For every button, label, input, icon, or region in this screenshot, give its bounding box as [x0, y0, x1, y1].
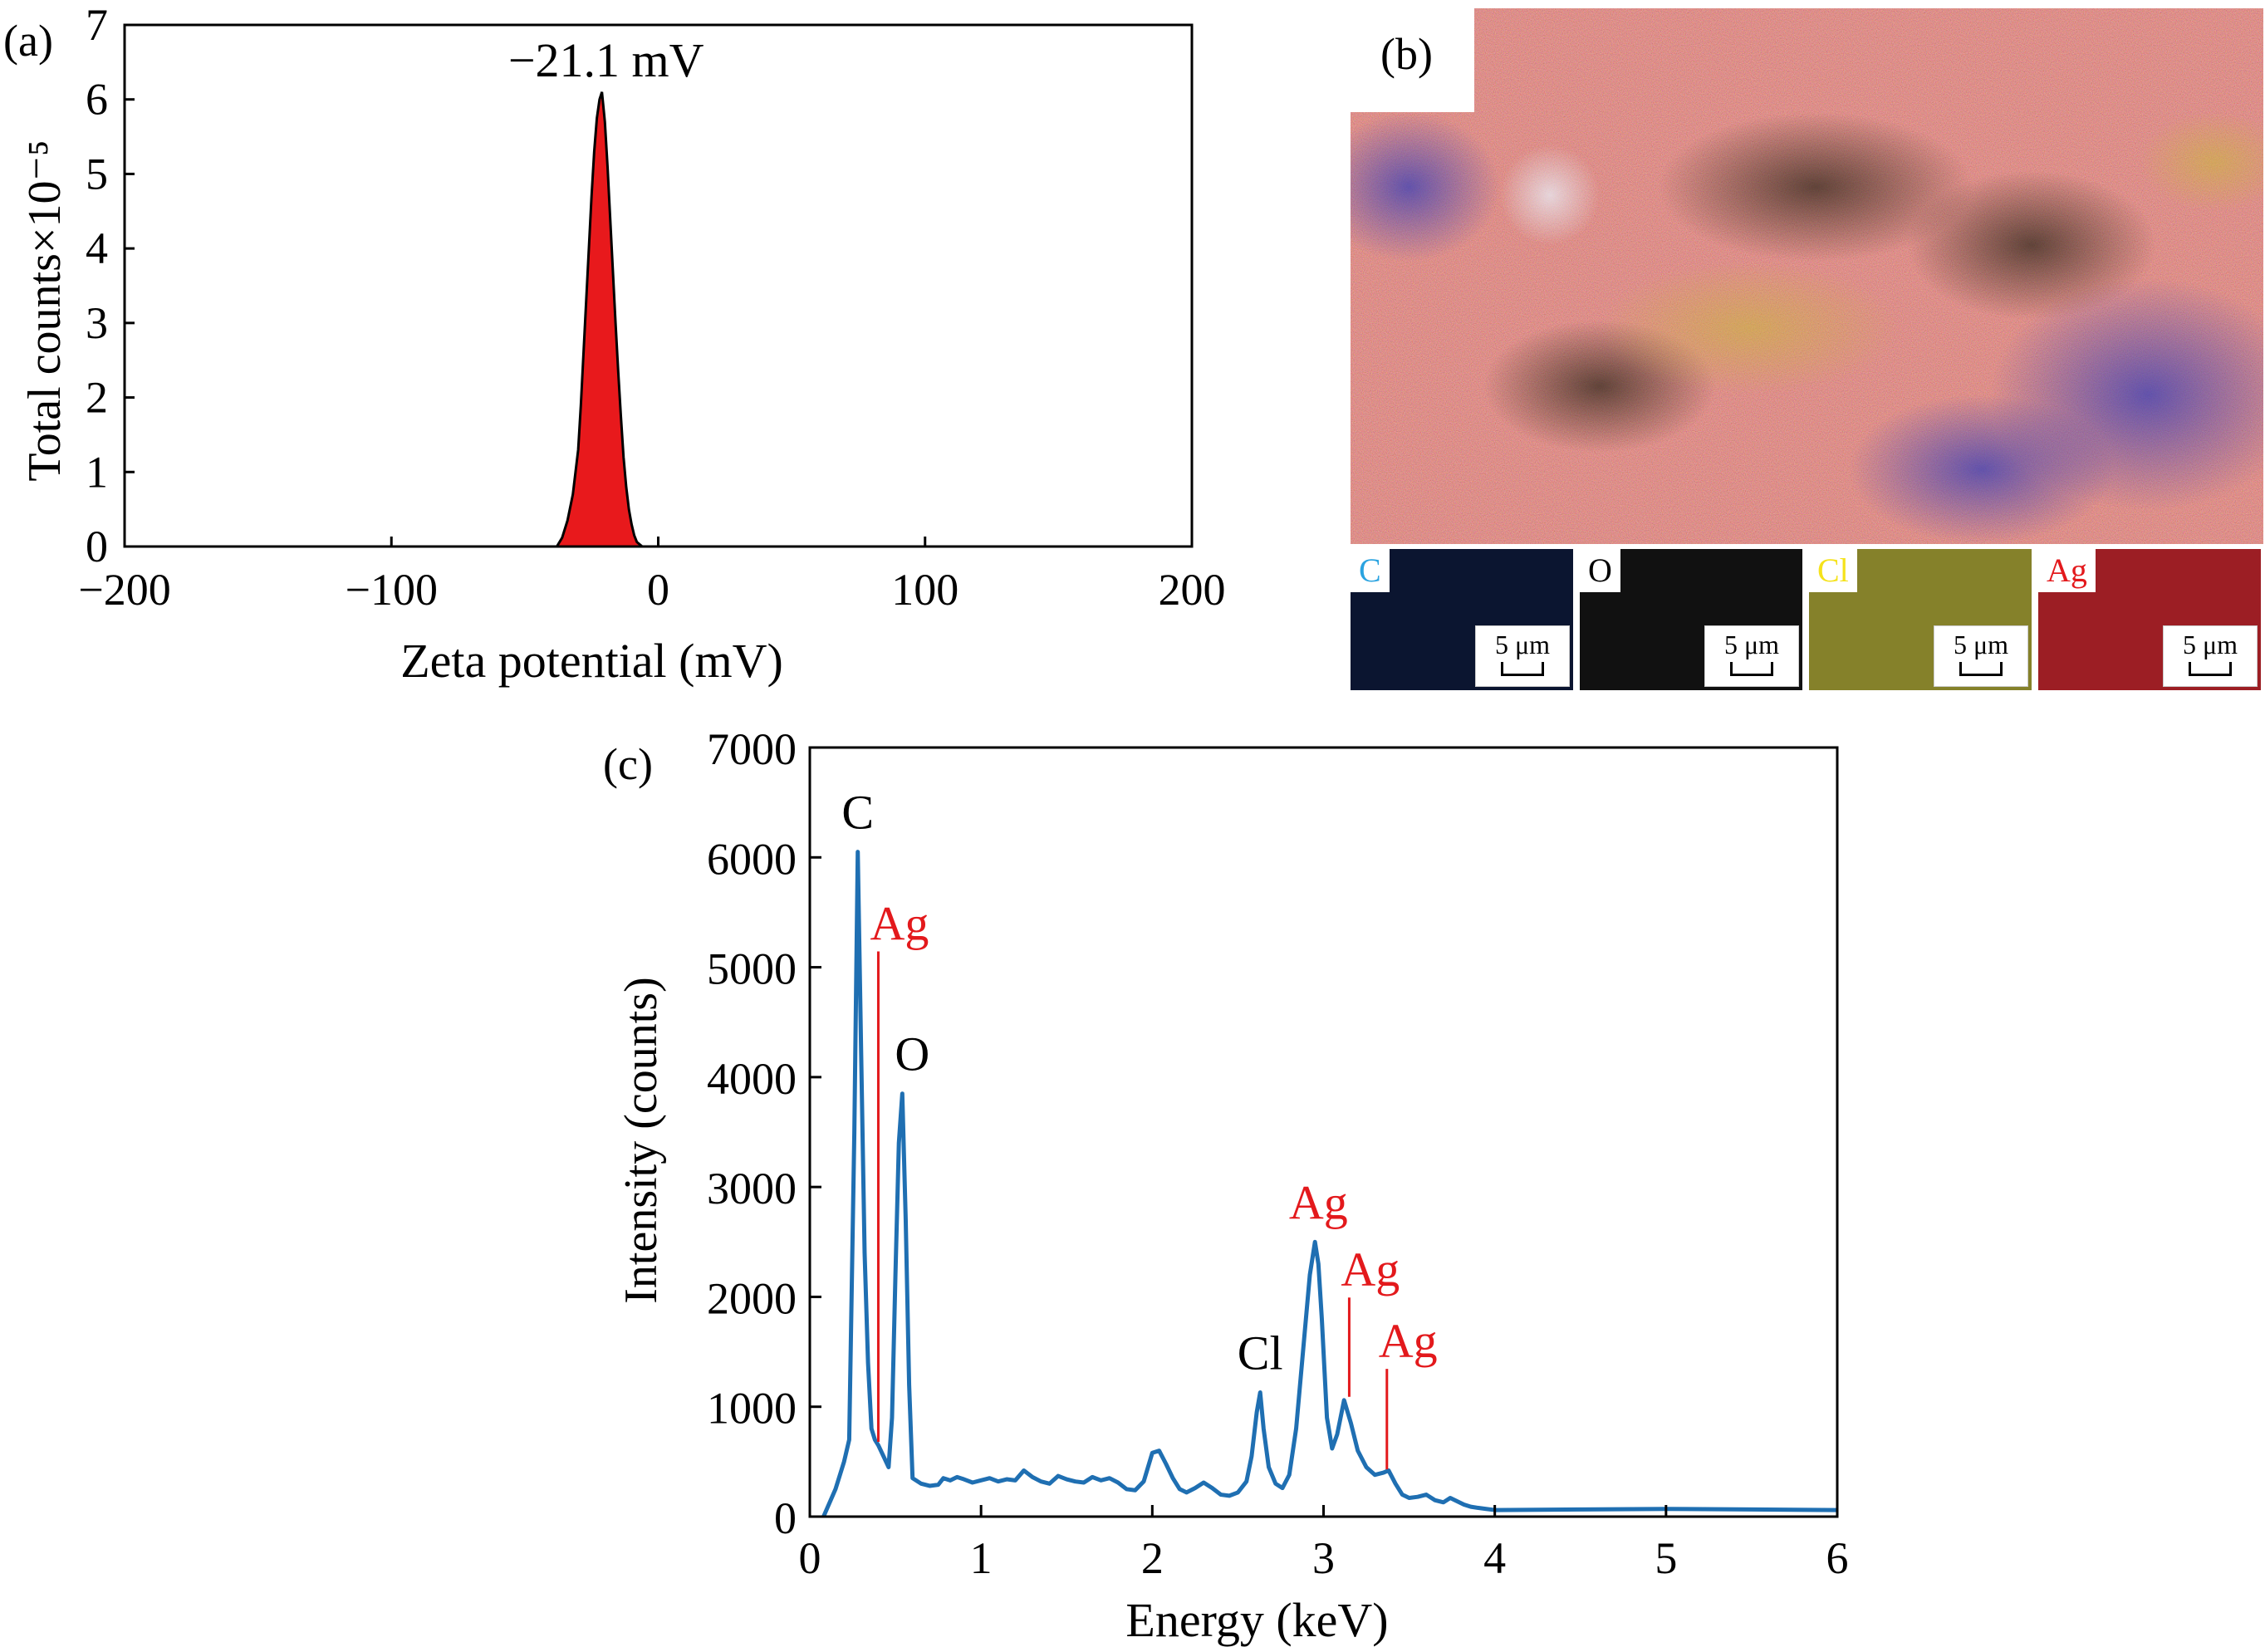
- element-label-o: O: [1580, 549, 1620, 592]
- element-label-c: C: [1351, 549, 1390, 592]
- x-tick-label: 2: [1141, 1533, 1164, 1583]
- y-tick-label: 2: [86, 373, 108, 423]
- y-tick-label: 4000: [707, 1054, 797, 1104]
- zeta-peak-area: [554, 91, 646, 548]
- peak-label: Ag: [1379, 1314, 1438, 1368]
- scale-bar-text: 5 μm: [2182, 630, 2238, 659]
- x-tick-label: 1: [970, 1533, 993, 1583]
- scale-bar-text: 5 μm: [1494, 630, 1551, 659]
- x-tick-label: −200: [78, 565, 170, 615]
- y-tick-label: 0: [86, 522, 108, 571]
- x-tick-label: 3: [1312, 1533, 1335, 1583]
- scale-bar-line: [1959, 662, 2003, 676]
- panel-label-c: (c): [603, 739, 653, 789]
- scale-bar-line: [1501, 662, 1544, 676]
- composite-map-image: [1351, 112, 2263, 544]
- plot-frame-c: [808, 746, 1839, 1518]
- y-tick-label: 7: [86, 0, 108, 50]
- panel-label-b: (b): [1380, 29, 1433, 79]
- peak-label: C: [841, 786, 874, 840]
- eds-map-tile-c: C 5 μm: [1351, 549, 1573, 690]
- scale-bar-text: 5 μm: [1723, 630, 1780, 659]
- plot-frame-a: [123, 23, 1194, 548]
- spectrum-line: [821, 850, 1838, 1517]
- y-tick-label: 5: [86, 149, 108, 199]
- y-axis-title: Intensity (counts): [615, 977, 667, 1303]
- eds-composite-map: [1351, 112, 2263, 544]
- y-tick-label: 3000: [707, 1164, 797, 1213]
- eds-map-tile-cl: Cl 5 μm: [1809, 549, 2032, 690]
- panel-label-a: (a): [3, 16, 53, 66]
- y-tick-label: 3: [86, 298, 108, 348]
- eds-composite-map-top: [1474, 8, 2263, 113]
- element-label-cl: Cl: [1809, 549, 1857, 592]
- scale-bar-ag: 5 μm: [2163, 625, 2258, 687]
- y-tick-label: 2000: [707, 1273, 797, 1323]
- scale-bar-line: [2189, 662, 2232, 676]
- eds-spectrum-chart: 0 1 2 3 4 5 6 0 1000 2000 3000 4000 5000 6000 7000 Ener…: [615, 724, 1849, 1647]
- peak-annotation: −21.1 mV: [508, 33, 704, 87]
- y-tick-label: 6: [86, 75, 108, 125]
- eds-map-tile-ag: Ag 5 μm: [2038, 549, 2261, 690]
- scale-bar-text: 5 μm: [1953, 630, 2009, 659]
- peak-label: Ag: [870, 897, 929, 951]
- scale-bar-cl: 5 μm: [1934, 625, 2028, 687]
- scale-bar-o: 5 μm: [1704, 625, 1799, 687]
- x-tick-label: 0: [647, 565, 669, 615]
- x-axis-title: Zeta potential (mV): [400, 634, 783, 688]
- y-tick-label: 6000: [707, 834, 797, 884]
- y-tick-label: 0: [774, 1493, 797, 1543]
- peak-label: Cl: [1238, 1326, 1283, 1380]
- x-tick-label: 4: [1483, 1533, 1506, 1583]
- x-tick-label: 100: [891, 565, 958, 615]
- y-tick-label: 5000: [707, 944, 797, 994]
- peak-label: O: [895, 1027, 929, 1081]
- zeta-potential-chart: −200 −100 0 100 200 0 1 2 3 4 5 6 7 Zeta potential (m…: [19, 0, 1226, 688]
- x-tick-label: 200: [1159, 565, 1226, 615]
- y-tick-label: 7000: [707, 724, 797, 774]
- x-axis-title: Energy (keV): [1125, 1593, 1388, 1647]
- x-tick-label: 5: [1655, 1533, 1677, 1583]
- y-axis-title: Total counts×10⁻⁵: [19, 140, 71, 481]
- peak-label: Ag: [1341, 1243, 1400, 1297]
- y-tick-label: 1000: [707, 1384, 797, 1434]
- x-tick-label: 0: [799, 1533, 821, 1583]
- eds-mapping-panel: C 5 μm O 5 μm Cl 5 μm Ag 5 μm: [1351, 8, 2263, 690]
- element-label-ag: Ag: [2038, 549, 2096, 592]
- y-tick-label: 4: [86, 223, 108, 273]
- peak-label: Ag: [1289, 1175, 1348, 1229]
- eds-map-tile-o: O 5 μm: [1580, 549, 1802, 690]
- x-tick-label: −100: [346, 565, 438, 615]
- scale-bar-c: 5 μm: [1475, 625, 1570, 687]
- y-tick-label: 1: [86, 447, 108, 497]
- scale-bar-line: [1730, 662, 1773, 676]
- x-tick-label: 6: [1826, 1533, 1849, 1583]
